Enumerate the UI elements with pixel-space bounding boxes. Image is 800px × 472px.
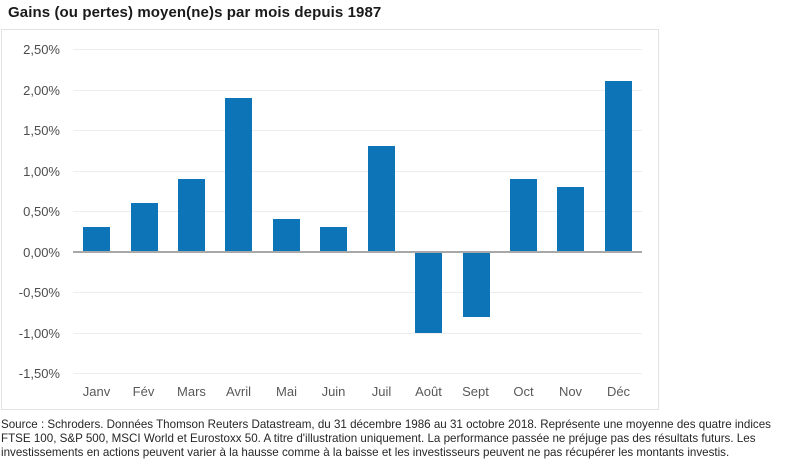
x-axis-label-nov: Nov	[558, 384, 583, 399]
x-axis-label-avril: Avril	[225, 384, 252, 399]
gridline--0,50%	[73, 292, 642, 293]
x-axis-label-fév: Fév	[132, 384, 155, 399]
bar-août	[415, 252, 442, 333]
y-axis-tick-label: 1,50%	[23, 123, 60, 138]
gridline--1,00%	[73, 333, 642, 334]
gridline-1,00%	[73, 171, 642, 172]
y-axis-tick-label: 0,50%	[23, 204, 60, 219]
bar-sept	[463, 252, 490, 317]
x-axis-label-mai: Mai	[276, 384, 297, 399]
bar-avril	[225, 98, 252, 252]
bar-janv	[83, 227, 110, 251]
x-axis-label-oct: Oct	[513, 384, 534, 399]
page-title: Gains (ou pertes) moyen(ne)s par mois de…	[8, 4, 382, 21]
y-axis-tick-label: -0,50%	[18, 285, 60, 300]
x-axis-label-juin: Juin	[321, 384, 346, 399]
gridline-0,50%	[73, 211, 642, 212]
x-axis-label-déc: Déc	[606, 384, 631, 399]
bar-mars	[178, 179, 205, 252]
y-axis-tick-label: 2,50%	[23, 42, 60, 57]
x-axis-label-mars: Mars	[177, 384, 206, 399]
bar-juil	[368, 146, 395, 251]
bar-mai	[273, 219, 300, 251]
bar-fév	[131, 203, 158, 252]
x-axis-label-janv: Janv	[82, 384, 111, 399]
bar-déc	[605, 81, 632, 251]
bar-juin	[320, 227, 347, 251]
bar-oct	[510, 179, 537, 252]
y-axis-tick-label: 0,00%	[23, 245, 60, 260]
x-axis-label-sept: Sept	[462, 384, 489, 399]
bar-chart-panel: 2,50% 2,00% 1,50% 1,00% 0,50% 0,00% -0,50% -1,0…	[1, 29, 659, 410]
y-axis-tick-label: 1,00%	[23, 164, 60, 179]
gridline-2,50%	[73, 49, 642, 50]
zero-axis-line	[73, 251, 642, 253]
gridline-1,50%	[73, 130, 642, 131]
gridline--1,50%	[73, 373, 642, 374]
x-axis-label-août: Août	[415, 384, 442, 399]
bar-nov	[557, 187, 584, 252]
x-axis-label-juil: Juil	[371, 384, 392, 399]
gridline-2,00%	[73, 90, 642, 91]
y-axis-tick-label: -1,00%	[18, 326, 60, 341]
y-axis-tick-label: -1,50%	[18, 366, 60, 381]
y-axis-tick-label: 2,00%	[23, 83, 60, 98]
source-disclaimer: Source : Schroders. Données Thomson Reut…	[1, 418, 771, 459]
